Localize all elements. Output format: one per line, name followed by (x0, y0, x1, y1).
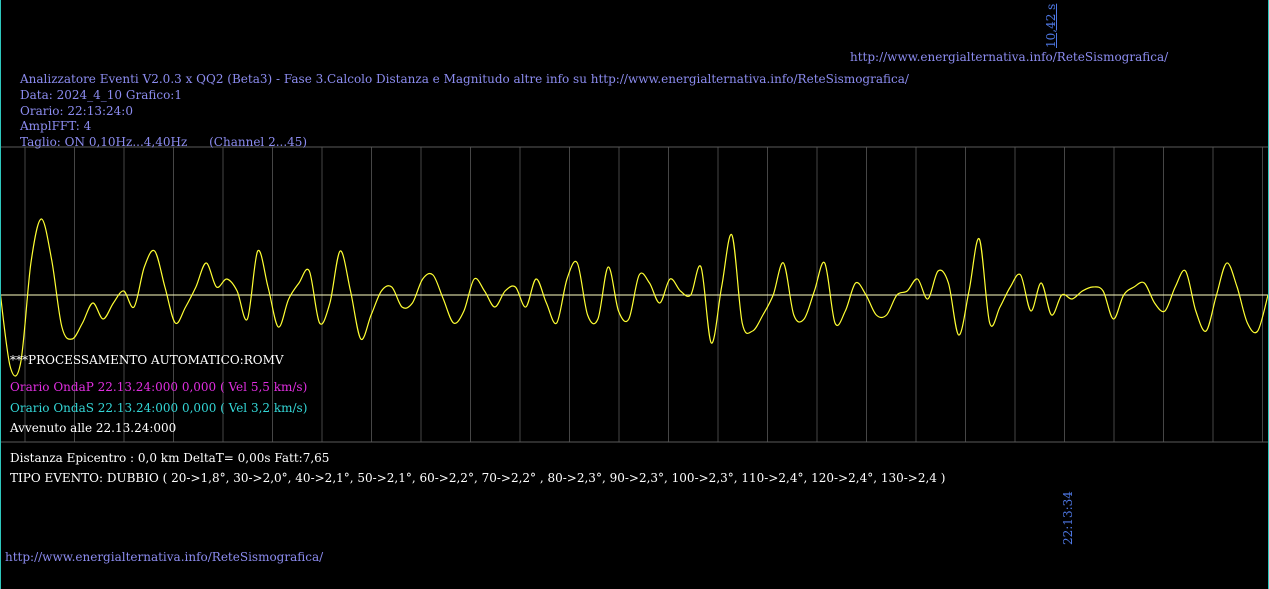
header-title: Analizzatore Eventi V2.0.3 x QQ2 (Beta3)… (20, 72, 909, 86)
header-amplfft: AmplFFT: 4 (20, 119, 92, 134)
top-url-link[interactable]: http://www.energialternativa.info/ReteSi… (850, 50, 1169, 64)
waveform-line (0, 218, 1269, 377)
header-orario: Orario: 22:13:24:0 (20, 103, 133, 118)
tipo-evento-text: TIPO EVENTO: DUBBIO ( 20->1,8°, 30->2,0°… (10, 471, 946, 485)
processing-label: ***PROCESSAMENTO AUTOMATICO:ROMV (10, 353, 284, 367)
time-marker-top: 10,42 s (1044, 3, 1058, 48)
header-data: Data: 2024_4_10 Grafico:1 (20, 87, 182, 102)
bottom-url-link[interactable]: http://www.energialternativa.info/ReteSi… (5, 550, 324, 564)
onda-s-text: Orario OndaS 22.13.24:000 0,000 ( Vel 3,… (10, 401, 308, 415)
distanza-text: Distanza Epicentro : 0,0 km DeltaT= 0,00… (10, 451, 330, 465)
header-taglio: Taglio: ON 0,10Hz...4,40Hz (20, 135, 188, 150)
avvenuto-text: Avvenuto alle 22.13.24:000 (10, 421, 177, 435)
header-taglio-row: Taglio: ON 0,10Hz...4,40Hz (Channel 2...… (20, 135, 909, 151)
header-channel: (Channel 2...45) (209, 135, 308, 150)
left-edge-line (0, 0, 1, 589)
onda-p-text: Orario OndaP 22.13.24:000 0,000 ( Vel 5,… (10, 380, 308, 394)
header-block: Analizzatore Eventi V2.0.3 x QQ2 (Beta3)… (20, 72, 909, 151)
time-marker-bottom: 22:13:34 (1061, 491, 1075, 545)
